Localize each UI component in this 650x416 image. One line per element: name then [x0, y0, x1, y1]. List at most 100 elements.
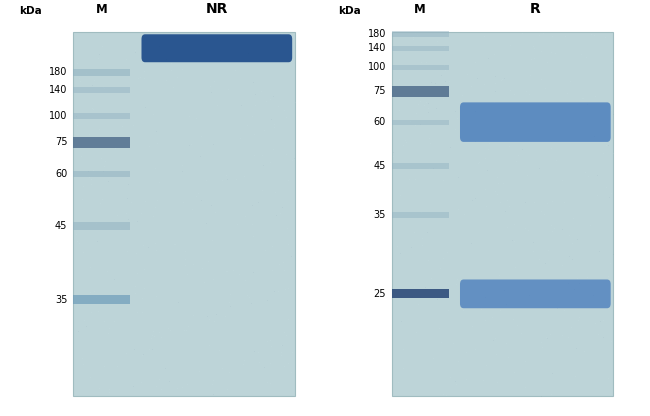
- Point: [424, 164, 434, 171]
- Point: [212, 49, 222, 55]
- Point: [504, 203, 514, 210]
- Point: [501, 197, 512, 204]
- Point: [456, 114, 466, 120]
- Point: [162, 42, 173, 48]
- Point: [115, 225, 125, 232]
- Point: [592, 172, 603, 179]
- Point: [111, 362, 122, 369]
- Point: [481, 293, 491, 300]
- Point: [582, 274, 592, 280]
- Point: [496, 77, 506, 83]
- Point: [428, 354, 438, 361]
- Point: [568, 285, 578, 292]
- Point: [523, 291, 534, 298]
- Point: [88, 167, 99, 174]
- Point: [88, 136, 99, 143]
- Point: [148, 327, 158, 334]
- Point: [138, 351, 148, 357]
- Point: [592, 192, 603, 199]
- Point: [420, 284, 430, 290]
- Point: [129, 49, 140, 56]
- Point: [276, 349, 287, 356]
- Point: [413, 100, 423, 107]
- Text: 45: 45: [374, 161, 386, 171]
- Point: [541, 334, 552, 341]
- Point: [474, 158, 484, 165]
- Point: [488, 313, 498, 320]
- Point: [470, 101, 480, 108]
- Text: kDa: kDa: [20, 6, 42, 16]
- Point: [536, 339, 546, 346]
- Point: [151, 383, 162, 390]
- Point: [459, 211, 469, 218]
- Point: [425, 139, 436, 146]
- Point: [423, 256, 434, 263]
- Point: [165, 327, 176, 333]
- Point: [122, 195, 132, 201]
- Point: [180, 261, 190, 268]
- Point: [196, 132, 207, 139]
- Point: [608, 150, 618, 156]
- Point: [96, 42, 107, 49]
- Point: [411, 109, 421, 116]
- FancyBboxPatch shape: [73, 69, 130, 76]
- Point: [177, 162, 187, 168]
- Point: [448, 339, 458, 346]
- Point: [99, 163, 109, 169]
- Point: [249, 131, 259, 137]
- Point: [465, 240, 476, 246]
- Point: [547, 228, 557, 234]
- Point: [84, 289, 95, 295]
- Point: [128, 121, 138, 128]
- Point: [497, 75, 508, 82]
- Point: [507, 236, 517, 243]
- Point: [400, 136, 410, 143]
- Point: [81, 322, 92, 329]
- Point: [526, 55, 536, 62]
- Point: [480, 362, 491, 369]
- Point: [542, 200, 552, 206]
- Point: [191, 30, 202, 37]
- Point: [242, 292, 252, 298]
- Point: [135, 74, 145, 80]
- Point: [212, 35, 222, 41]
- Point: [452, 115, 462, 121]
- Point: [276, 352, 286, 359]
- Point: [422, 100, 433, 106]
- Point: [461, 376, 471, 382]
- Point: [143, 87, 153, 93]
- Point: [273, 103, 283, 109]
- Point: [78, 248, 88, 255]
- Point: [89, 287, 99, 294]
- Point: [451, 381, 462, 387]
- Point: [166, 67, 176, 74]
- Point: [536, 207, 546, 214]
- Point: [519, 384, 530, 391]
- Point: [603, 374, 613, 381]
- Point: [537, 344, 547, 351]
- Point: [283, 285, 293, 291]
- Point: [405, 118, 415, 124]
- Point: [99, 363, 109, 369]
- Point: [460, 348, 471, 355]
- FancyBboxPatch shape: [392, 290, 448, 298]
- Point: [394, 107, 404, 114]
- Point: [283, 315, 293, 322]
- Point: [135, 379, 146, 386]
- Point: [104, 389, 114, 395]
- Point: [436, 339, 447, 346]
- Point: [576, 50, 586, 57]
- Point: [146, 335, 156, 342]
- Point: [130, 283, 140, 290]
- Point: [490, 79, 501, 86]
- Point: [191, 192, 202, 199]
- Point: [240, 277, 250, 283]
- Point: [571, 344, 582, 351]
- Point: [520, 198, 530, 205]
- Point: [278, 267, 289, 273]
- Point: [546, 145, 556, 152]
- Point: [172, 74, 182, 80]
- Point: [133, 75, 143, 82]
- Point: [422, 229, 432, 235]
- Point: [445, 144, 456, 150]
